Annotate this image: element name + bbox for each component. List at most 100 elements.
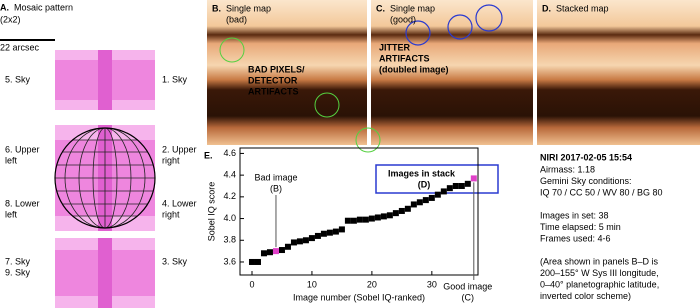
tile-label: right [162,155,180,165]
annotation: ARTIFACTS [379,53,430,63]
info-line: Airmass: 1.18 [540,164,595,174]
tile [98,50,112,110]
tile-label: 9. Sky [5,267,31,277]
y-tick-label: 3.8 [223,235,236,245]
point [290,239,297,246]
info-line: 0–40° planetographic latitude, [540,279,659,289]
point [416,199,423,206]
tile-label: left [5,155,18,165]
plot-frame [239,147,479,276]
annotation: (doubled image) [379,64,449,74]
annotation: Images in stack [388,168,456,178]
tile-label: 1. Sky [162,74,188,84]
map-image [371,0,533,145]
point [428,194,435,201]
label: 22 arcsec [0,42,40,52]
tile-label: right [162,209,180,219]
y-tick-label: 4.4 [223,170,236,180]
point [434,191,441,198]
annotation: DETECTOR [248,75,298,85]
point [344,217,351,224]
tile-label: 6. Upper [5,144,40,154]
annotation: BAD PIXELS/ [248,64,305,74]
tile-label: 8. Lower [5,198,40,208]
point [374,214,381,221]
x-axis-title: Image number (Sobel IQ-ranked) [293,292,425,302]
label: Mosaic pattern [14,2,73,12]
info-line: Gemini Sky conditions: [540,176,632,186]
point [458,182,465,189]
point [362,216,369,223]
panel-title: (bad) [226,14,247,24]
globe [54,127,156,229]
point [470,175,477,182]
point [248,258,255,265]
annotation: (D) [418,179,431,189]
point [308,235,315,242]
info-line: Images in set: 38 [540,210,609,220]
tile-label: 2. Upper [162,144,197,154]
info-line: IQ 70 / CC 50 / WV 80 / BG 80 [540,187,663,197]
label: A. [0,2,9,12]
info-line: inverted color scheme) [540,291,631,301]
annotation: Good image [443,281,492,291]
point [332,228,339,235]
artifact-circles [219,37,381,153]
point [320,230,327,237]
point [314,232,321,239]
panel-label: C. [376,3,385,13]
point [368,215,375,222]
panel-title: Single map [390,3,435,13]
tile-label: 5. Sky [5,74,31,84]
tile-label: 7. Sky [5,256,31,266]
x-tick-label: 10 [307,279,317,289]
panel-label: B. [212,3,221,13]
point [380,213,387,220]
point [452,182,459,189]
info-line: Frames used: 4-6 [540,233,611,243]
panel-title: Single map [226,3,271,13]
x-tick-label: 30 [427,279,437,289]
info-heading: NIRI 2017-02-05 15:54 [540,152,632,162]
point [464,180,471,187]
point [440,188,447,195]
jitter-circles [405,4,503,46]
tile-label: 3. Sky [162,256,188,266]
y-tick-label: 3.6 [223,256,236,266]
point [254,258,261,265]
panel-label: D. [542,3,551,13]
point [356,216,363,223]
point [338,226,345,233]
point [260,250,267,257]
point [296,238,303,245]
annotation: (B) [270,183,282,193]
point [278,247,285,254]
point [284,243,291,250]
point [302,237,309,244]
point [350,217,357,224]
mosaic [0,39,156,308]
panel-title: Stacked map [556,3,609,13]
label: E. [204,150,213,160]
annotation: (C) [462,292,475,302]
point [386,212,393,219]
point [272,248,279,255]
info-line: Time elapsed: 5 min [540,222,621,232]
label: (2x2) [0,14,21,24]
annotation: Bad image [254,172,297,182]
point [446,185,453,192]
point [398,207,405,214]
point [422,197,429,204]
info-line: 200–155° W Sys III longitude, [540,268,659,278]
map-image [537,0,700,145]
point [404,205,411,212]
y-tick-label: 4.0 [223,213,236,223]
point [326,229,333,236]
annotation: JITTER [379,42,411,52]
y-tick-label: 4.6 [223,148,236,158]
tile-label: left [5,209,18,219]
tile-label: 4. Lower [162,198,197,208]
info-line: (Area shown in panels B–D is [540,256,659,266]
annotation: ARTIFACTS [248,86,299,96]
